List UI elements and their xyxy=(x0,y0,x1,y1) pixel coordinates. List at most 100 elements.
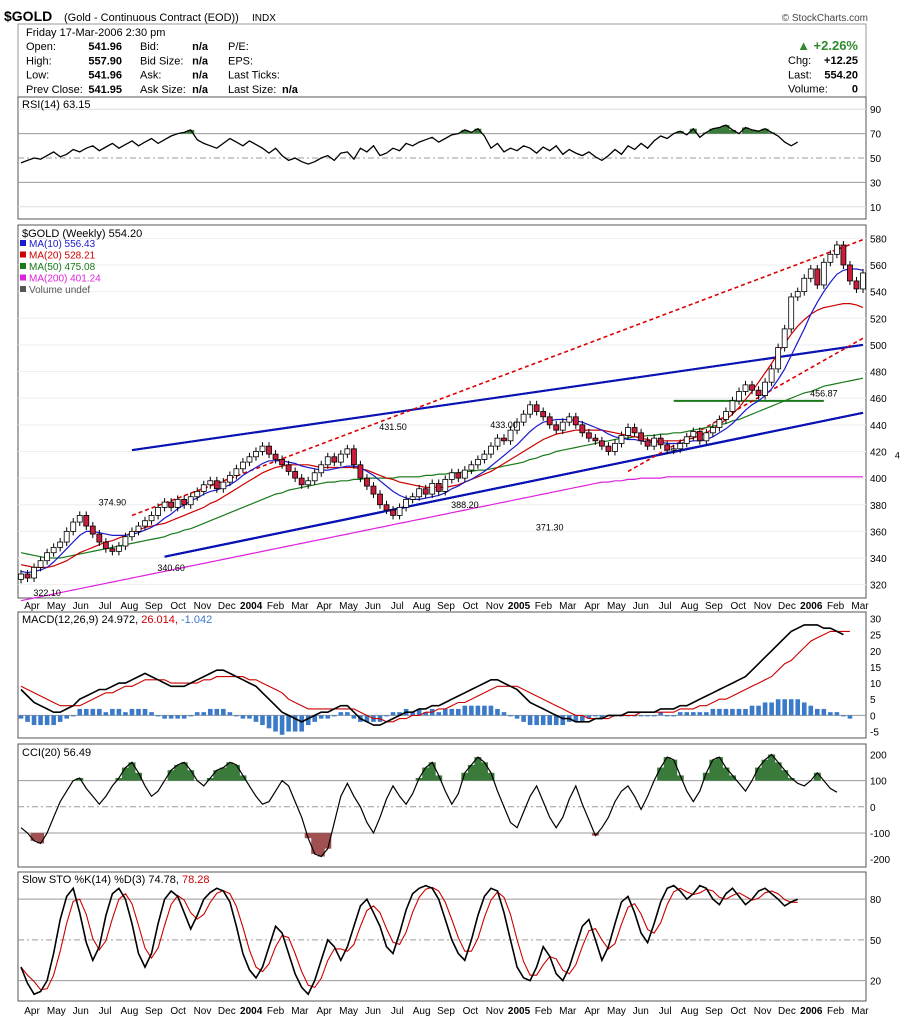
quote-date: Friday 17-Mar-2006 2:30 pm xyxy=(26,27,165,39)
macd-histogram-bar xyxy=(462,705,468,716)
x-tick-label-bottom: Jul xyxy=(659,1006,672,1017)
macd-histogram-bar xyxy=(527,715,533,726)
legend-swatch xyxy=(20,274,26,281)
candle-body xyxy=(298,477,305,486)
pe-label: Last Ticks: xyxy=(228,70,280,82)
candle-body xyxy=(670,448,677,451)
price-title: $GOLD (Weekly) 554.20 xyxy=(22,228,142,240)
macd-histogram-bar xyxy=(815,708,820,716)
candle-body xyxy=(429,483,436,495)
y-tick-label: 520 xyxy=(870,314,887,325)
candle-body xyxy=(89,525,96,535)
y-tick-label: -5 xyxy=(870,728,879,739)
x-tick-label: Nov xyxy=(754,601,772,612)
candle-body xyxy=(683,436,690,444)
candle-body xyxy=(814,268,821,286)
candle-body xyxy=(442,479,449,492)
y-tick-label: -200 xyxy=(870,855,890,866)
pe-label: Last Size: xyxy=(228,84,276,96)
y-tick-label: 320 xyxy=(870,581,887,592)
y-tick-label: 480 xyxy=(870,368,887,379)
cci-overbought-fill xyxy=(128,762,136,781)
x-tick-label: Mar xyxy=(559,601,577,612)
macd-title-part: 24.972, xyxy=(98,614,138,626)
change-percent: ▲ +2.26% xyxy=(797,38,858,53)
x-tick-label: May xyxy=(339,601,358,612)
macd-histogram-bar xyxy=(736,708,742,716)
rsi-overbought-fill xyxy=(728,129,736,134)
candle-body xyxy=(148,515,155,522)
cci-overbought-fill xyxy=(206,778,214,781)
macd-title-part: -1.042 xyxy=(178,614,212,626)
x-tick-label: Jun xyxy=(365,601,381,612)
exchange-label: INDX xyxy=(252,13,276,24)
y-tick-label: 30 xyxy=(870,178,882,189)
macd-histogram-bar xyxy=(828,712,833,716)
cci-overbought-fill xyxy=(755,767,763,781)
macd-histogram-bar xyxy=(593,715,598,717)
y-tick-label: 0 xyxy=(870,711,876,722)
candle-body xyxy=(651,437,658,447)
cci-overbought-fill xyxy=(180,762,188,781)
macd-histogram-bar xyxy=(501,712,507,716)
x-tick-label-bottom: Mar xyxy=(851,1006,869,1017)
macd-histogram-bar xyxy=(704,712,709,716)
legend-entry: MA(20) 528.21 xyxy=(29,251,96,262)
macd-histogram-bar xyxy=(697,712,703,716)
x-tick-label: Jul xyxy=(659,601,672,612)
macd-histogram-bar xyxy=(560,715,566,726)
macd-histogram-bar xyxy=(25,715,30,722)
x-tick-label-bottom: Apr xyxy=(24,1006,40,1017)
macd-histogram-bar xyxy=(456,708,461,716)
candle-body xyxy=(357,464,364,479)
macd-histogram-bar xyxy=(305,715,311,726)
macd-histogram-bar xyxy=(769,702,774,716)
bid-value: n/a xyxy=(192,84,209,96)
candle-body xyxy=(187,496,194,506)
candle-body xyxy=(416,488,423,498)
macd-title-part: MACD(12,26,9) xyxy=(22,614,98,626)
y-tick-label: 30 xyxy=(870,614,882,625)
macd-histogram-bar xyxy=(397,712,402,716)
x-tick-label: Aug xyxy=(121,601,139,612)
x-tick-label: Feb xyxy=(827,601,845,612)
candle-body xyxy=(220,481,227,490)
x-tick-label-bottom: Aug xyxy=(413,1006,431,1017)
ma10-line xyxy=(20,268,864,574)
candle-body xyxy=(840,244,847,266)
candle-body xyxy=(501,437,507,442)
candle-body xyxy=(435,483,442,492)
macd-histogram-bar xyxy=(821,708,827,716)
x-tick-label-bottom: Feb xyxy=(827,1006,845,1017)
macd-histogram-bar xyxy=(475,705,481,716)
candle-body xyxy=(37,560,44,568)
candle-body xyxy=(279,459,285,466)
macd-histogram-bar xyxy=(286,715,291,732)
legend-entry: MA(50) 475.08 xyxy=(29,262,96,273)
candle-body xyxy=(174,499,181,508)
candle-body xyxy=(768,368,775,383)
macd-histogram-bar xyxy=(553,715,559,726)
cci-oversold-fill xyxy=(311,832,319,854)
cci-overbought-fill xyxy=(134,772,142,781)
candle-body xyxy=(161,501,168,508)
macd-histogram-bar xyxy=(423,712,428,716)
macd-histogram-bar xyxy=(155,715,161,717)
candle-body xyxy=(116,545,122,552)
macd-histogram-bar xyxy=(194,712,200,716)
candle-body xyxy=(168,501,175,508)
macd-histogram-bar xyxy=(710,708,716,716)
macd-histogram-bar xyxy=(651,715,657,717)
candle-body xyxy=(246,456,253,463)
x-tick-label-bottom: 2006 xyxy=(800,1006,823,1017)
y-tick-label: 540 xyxy=(870,288,887,299)
rsi-overbought-fill xyxy=(474,128,482,134)
x-tick-label-bottom: Jul xyxy=(391,1006,404,1017)
panel-frame xyxy=(17,743,867,868)
quote-label: Prev Close: xyxy=(26,84,83,96)
macd-histogram-bar xyxy=(345,712,350,716)
rsi-overbought-fill xyxy=(461,129,469,134)
rsi-overbought-fill xyxy=(742,127,750,134)
x-tick-label-bottom: Mar xyxy=(291,1006,309,1017)
bid-label: Bid: xyxy=(140,41,159,53)
